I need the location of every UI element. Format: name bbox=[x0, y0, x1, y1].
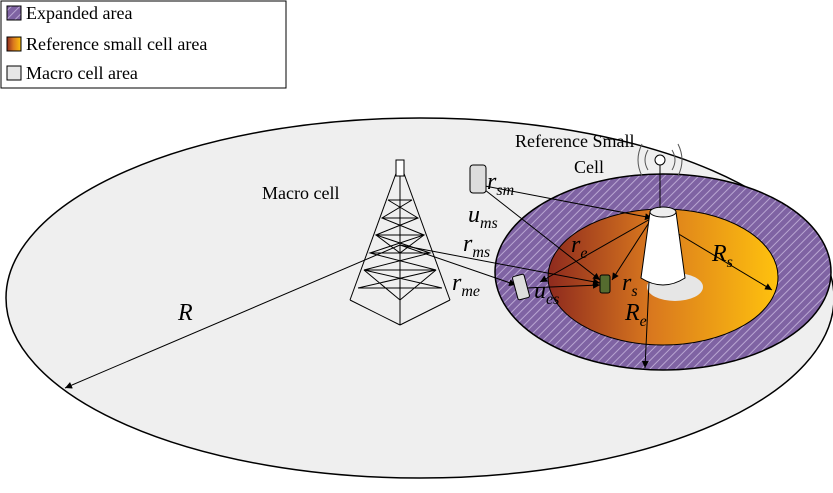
math-label: re bbox=[571, 232, 587, 262]
node-label: Cell bbox=[574, 157, 604, 177]
connection-lines bbox=[64, 185, 773, 389]
subscript: e bbox=[640, 313, 647, 330]
symbol: r bbox=[622, 270, 632, 296]
symbol: R bbox=[711, 241, 727, 267]
legend-swatch bbox=[6, 5, 22, 21]
node-label: Macro cell bbox=[262, 183, 339, 203]
symbol: r bbox=[487, 169, 497, 195]
math-label: ums bbox=[468, 202, 498, 232]
user-device bbox=[512, 273, 530, 301]
subscript: ms bbox=[480, 215, 498, 232]
symbol: u bbox=[534, 278, 546, 304]
node-label: Reference Small bbox=[515, 131, 634, 151]
math-label: rms bbox=[463, 231, 490, 261]
legend-swatch bbox=[6, 36, 22, 52]
symbol: r bbox=[452, 270, 462, 296]
legend-label: Expanded area bbox=[26, 3, 132, 23]
legend-swatch bbox=[6, 65, 22, 81]
legend-box bbox=[0, 0, 287, 89]
legend: Expanded area Reference small cell area … bbox=[0, 0, 287, 89]
math-label: R bbox=[177, 300, 193, 326]
small-cell-tower bbox=[637, 143, 686, 286]
user-device bbox=[599, 274, 611, 294]
subscript: sm bbox=[496, 182, 514, 199]
user-device bbox=[469, 164, 487, 194]
math-label: Re bbox=[624, 300, 647, 330]
symbol: R bbox=[624, 300, 640, 326]
math-label: rme bbox=[452, 270, 480, 300]
symbol: R bbox=[177, 300, 193, 326]
symbol: r bbox=[571, 232, 581, 258]
legend-label: Reference small cell area bbox=[26, 34, 207, 54]
subscript: e bbox=[580, 245, 587, 262]
symbol: r bbox=[463, 231, 473, 257]
math-label: Rs bbox=[711, 241, 733, 271]
subscript: es bbox=[546, 291, 559, 308]
math-label: rs bbox=[622, 270, 638, 300]
math-label: ues bbox=[534, 278, 559, 308]
subscript: s bbox=[631, 283, 637, 300]
subscript: ms bbox=[472, 244, 490, 261]
subscript: me bbox=[461, 283, 480, 300]
subscript: s bbox=[727, 254, 733, 271]
macro-tower bbox=[349, 159, 451, 326]
math-label: rsm bbox=[487, 169, 514, 199]
symbol: u bbox=[468, 202, 480, 228]
legend-label: Macro cell area bbox=[26, 63, 138, 83]
